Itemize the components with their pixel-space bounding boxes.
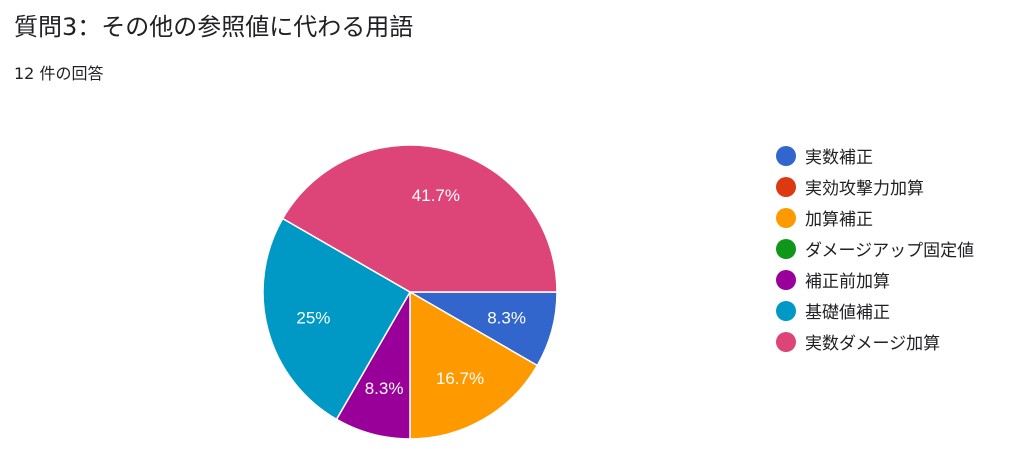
chart-legend: 実数補正実効攻撃力加算 加算補正ダメージアップ固定値 補正前加算基礎値補正実数ダメー… [776,140,974,357]
legend-label: 実効攻撃力加算 [805,179,924,199]
legend-item-4[interactable]: 補正前加算 [776,264,974,295]
legend-label: 実数ダメージ加算 [805,334,941,354]
legend-swatch [776,207,796,228]
legend-label: 加算補正 [805,210,873,230]
page-title: 質問3：その他の参照値に代わる用語 [14,13,414,41]
legend-item-2[interactable]: 加算補正 [776,202,974,233]
pie-labels: 8.3% 16.7% 8.3% 25% 41.7% [296,186,526,398]
legend-swatch [776,176,796,197]
legend-swatch [776,269,796,290]
response-count: 12 件の回答 [14,64,104,83]
legend-item-5[interactable]: 基礎値補正 [776,295,974,326]
pie-slice-2[interactable] [409,290,539,440]
pie-slice-label-6: 41.7% [412,186,460,205]
pie-slice-5[interactable] [262,217,412,421]
legend-swatch [776,145,796,166]
legend-swatch [776,300,796,321]
legend-item-3[interactable]: ダメージアップ固定値 [776,233,974,264]
pie-slice-label-5: 25% [296,308,330,327]
legend-label: 補正前加算 [805,272,890,292]
legend-swatch [776,331,796,352]
legend-label: 実数補正 [805,148,873,168]
pie-slice-label-0: 8.3% [487,308,526,327]
legend-label: 基礎値補正 [805,303,890,323]
pie-slice-label-4: 8.3% [365,379,404,398]
legend-swatch [776,238,796,259]
pie-slices [262,144,558,440]
legend-item-1[interactable]: 実効攻撃力加算 [776,171,974,202]
legend-item-0[interactable]: 実数補正 [776,140,974,171]
pie-slice-label-2: 16.7% [436,369,484,388]
legend-item-6[interactable]: 実数ダメージ加算 [776,326,974,357]
legend-label: ダメージアップ固定値 [805,241,975,261]
pie-slice-6[interactable] [281,144,558,293]
